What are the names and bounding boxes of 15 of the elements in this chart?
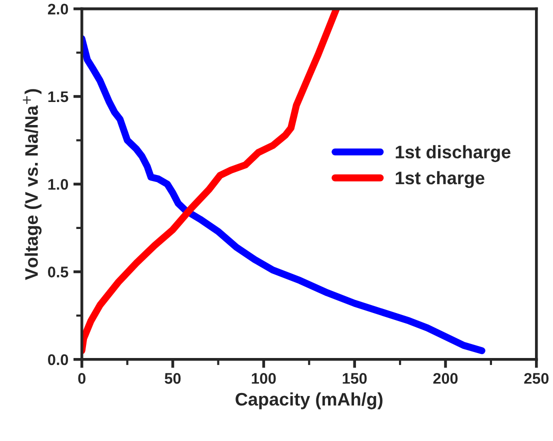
y-axis-title: Voltage (V vs. Na/Na$^{+}$) bbox=[22, 89, 42, 280]
x-axis-title: Capacity (mAh/g) bbox=[236, 392, 382, 410]
x-tick-label: 50 bbox=[164, 373, 181, 384]
y-tick-label: 0.5 bbox=[48, 266, 68, 278]
x-tick-label: 200 bbox=[433, 373, 458, 384]
x-tick-label: 150 bbox=[342, 373, 367, 384]
legend-label: 1st charge bbox=[396, 171, 484, 188]
x-tick-label: 100 bbox=[252, 373, 276, 384]
x-tick-label: 250 bbox=[524, 373, 549, 384]
x-tick-label: 0 bbox=[78, 373, 86, 384]
y-tick-label: 1.5 bbox=[48, 91, 68, 102]
y-tick-label: 1.0 bbox=[48, 178, 68, 190]
y-tick-label: 0.0 bbox=[48, 354, 68, 366]
y-tick-label: 2.0 bbox=[48, 4, 68, 15]
legend-label: 1st discharge bbox=[396, 145, 510, 162]
